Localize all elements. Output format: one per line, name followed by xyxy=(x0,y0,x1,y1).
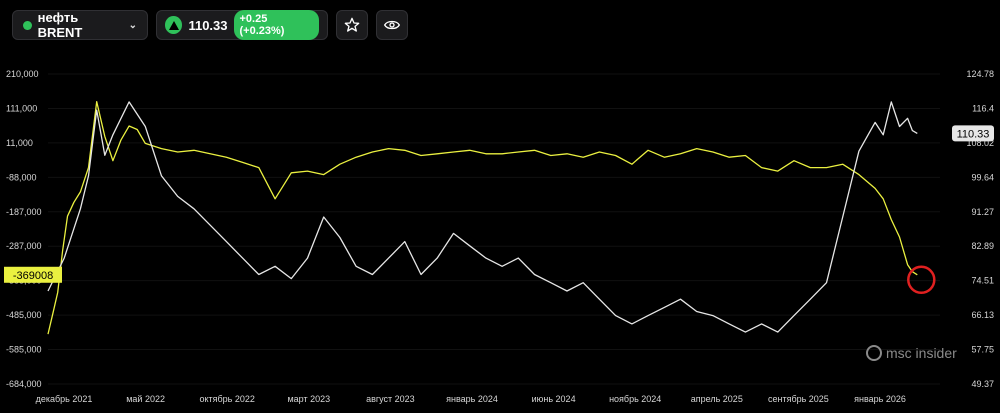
x-tick-label: январь 2024 xyxy=(446,394,498,404)
right-tick-label: 116.4 xyxy=(972,103,994,113)
status-dot-icon xyxy=(23,20,32,30)
left-tick-label: -485,000 xyxy=(6,310,42,320)
triangle-up-icon xyxy=(165,16,183,34)
series-line-left xyxy=(47,101,918,335)
left-tick-label: -187,000 xyxy=(6,207,42,217)
left-tick-label: -684,000 xyxy=(6,379,42,389)
highlight-circle xyxy=(907,265,936,295)
x-tick-label: январь 2026 xyxy=(854,394,906,404)
left-tick-label: -585,000 xyxy=(6,345,42,355)
price-display: 110.33 +0.25 (+0.23%) xyxy=(156,10,328,40)
symbol-selector[interactable]: нефть BRENT ⌄ xyxy=(12,10,148,40)
right-last-value-label: 110.33 xyxy=(957,128,990,140)
right-tick-label: 74.51 xyxy=(971,276,994,286)
msc-logo-icon xyxy=(866,345,882,361)
right-tick-label: 82.89 xyxy=(971,241,994,251)
x-tick-label: август 2023 xyxy=(366,394,415,404)
price-change-badge: +0.25 (+0.23%) xyxy=(233,10,319,40)
watermark-text: msc insider xyxy=(886,345,957,361)
left-tick-label: 210,000 xyxy=(6,69,39,79)
x-tick-label: декабрь 2021 xyxy=(36,394,93,404)
right-tick-label: 49.37 xyxy=(971,379,994,389)
x-tick-label: сентябрь 2025 xyxy=(768,394,829,404)
right-tick-label: 124.78 xyxy=(966,69,994,79)
right-last-value-box xyxy=(952,125,994,142)
x-tick-label: октябрь 2022 xyxy=(199,394,254,404)
visibility-button[interactable] xyxy=(376,10,408,40)
symbol-name: нефть BRENT xyxy=(37,10,83,40)
right-tick-label: 91.27 xyxy=(971,207,994,217)
left-tick-label: -88,000 xyxy=(6,172,37,182)
right-tick-label: 57.75 xyxy=(971,345,994,355)
chart-toolbar: нефть BRENT ⌄ 110.33 +0.25 (+0.23%) xyxy=(12,10,408,42)
x-tick-label: июнь 2024 xyxy=(532,394,576,404)
x-tick-label: ноябрь 2024 xyxy=(609,394,661,404)
right-tick-label: 99.64 xyxy=(971,172,994,182)
left-last-value-label: -369008 xyxy=(13,270,53,282)
right-tick-label: 66.13 xyxy=(971,310,994,320)
current-price: 110.33 xyxy=(188,17,228,33)
favorite-button[interactable] xyxy=(336,10,368,40)
left-tick-label: -287,000 xyxy=(6,241,42,251)
x-tick-label: май 2022 xyxy=(126,394,165,404)
eye-icon xyxy=(384,20,400,30)
watermark: msc insider xyxy=(866,345,957,361)
left-tick-label: 11,000 xyxy=(6,138,33,148)
x-tick-label: март 2023 xyxy=(287,394,330,404)
series-line-right xyxy=(47,101,918,333)
x-tick-label: апрель 2025 xyxy=(691,394,743,404)
left-tick-label: 111,000 xyxy=(6,103,37,113)
left-last-value-box xyxy=(4,266,62,283)
chevron-down-icon: ⌄ xyxy=(128,19,137,31)
star-icon xyxy=(344,17,360,32)
right-tick-label: 108.02 xyxy=(966,138,994,148)
